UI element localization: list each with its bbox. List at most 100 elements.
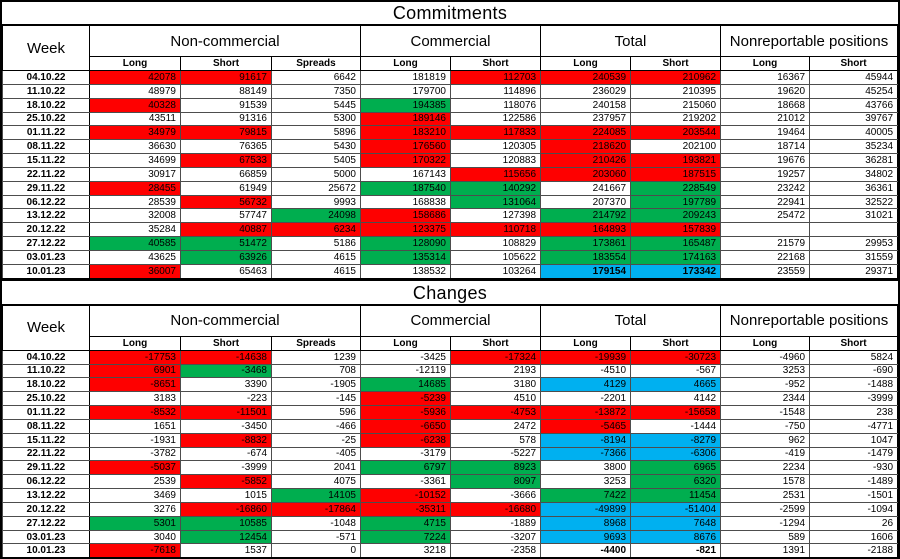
value-cell: 76365: [180, 139, 272, 155]
value-cell: -1905: [271, 377, 361, 393]
value-cell: -3361: [360, 474, 451, 490]
value-cell: -4400: [540, 543, 632, 559]
value-cell: -4510: [540, 363, 632, 379]
group-header: Total: [540, 304, 722, 337]
value-cell: 24098: [271, 208, 361, 224]
value-cell: -17324: [449, 349, 542, 365]
value-cell: 183554: [540, 249, 632, 265]
value-cell: -3999: [809, 391, 899, 407]
table-row: 20.12.22 3276 -16860 -17864 -35311 -16680 -498…: [2, 501, 899, 517]
value-cell: -17864: [271, 501, 361, 517]
value-cell: 36361: [809, 180, 899, 196]
table-row: 08.11.22 36630 76365 5430 176560 120305 218620…: [2, 139, 899, 155]
value-cell: 22168: [720, 249, 811, 265]
value-cell: -1444: [630, 418, 722, 434]
value-cell: 241667: [540, 180, 632, 196]
table-row: 29.11.22 -5037 -3999 2041 6797 8923 3800 6965 22…: [2, 460, 899, 476]
week-cell: 27.12.22: [2, 515, 90, 531]
value-cell: -1048: [271, 515, 361, 531]
value-cell: 164893: [540, 222, 632, 238]
week-cell: 13.12.22: [2, 488, 90, 503]
group-header: Nonreportable positions: [720, 304, 899, 337]
value-cell: -14638: [180, 349, 272, 365]
column-header: Short: [630, 335, 722, 351]
value-cell: 3469: [89, 488, 181, 503]
week-cell: 10.01.23: [2, 543, 90, 559]
value-cell: 224085: [540, 125, 632, 141]
value-cell: 168838: [360, 194, 451, 210]
week-cell: 25.10.22: [2, 391, 90, 407]
group-header: Commercial: [359, 25, 542, 57]
value-cell: 36630: [89, 139, 181, 155]
column-header: Long: [720, 56, 811, 71]
value-cell: 219202: [630, 111, 722, 127]
group-header: Nonreportable positions: [720, 25, 899, 57]
value-cell: 25672: [271, 180, 361, 196]
value-cell: -3450: [180, 418, 272, 434]
value-cell: 5300: [271, 111, 361, 127]
value-cell: -145: [271, 391, 361, 407]
week-cell: 03.01.23: [2, 249, 90, 265]
value-cell: 5896: [271, 125, 361, 141]
column-header: Long: [720, 335, 811, 351]
value-cell: 215060: [630, 97, 722, 113]
value-cell: 3183: [89, 391, 181, 407]
value-cell: 138532: [360, 263, 451, 279]
value-cell: -419: [720, 446, 811, 462]
value-cell: -10152: [360, 488, 451, 503]
value-cell: 6320: [630, 474, 722, 490]
value-cell: -1479: [809, 446, 899, 462]
value-cell: 203060: [540, 166, 632, 182]
value-cell: 128090: [360, 236, 451, 251]
value-cell: 115656: [449, 166, 542, 182]
value-cell: -3179: [360, 446, 451, 462]
value-cell: -17753: [89, 349, 181, 365]
table-row: 04.10.22 42078 91617 6642 181819 112703 240539…: [2, 70, 899, 85]
value-cell: 19257: [720, 166, 811, 182]
value-cell: 40005: [809, 125, 899, 141]
column-header: Long: [89, 56, 181, 71]
value-cell: 3180: [449, 377, 542, 393]
value-cell: -930: [809, 460, 899, 476]
value-cell: 63926: [180, 249, 272, 265]
value-cell: 105622: [449, 249, 542, 265]
value-cell: 45944: [809, 70, 899, 85]
week-cell: 25.10.22: [2, 111, 90, 127]
value-cell: 6901: [89, 363, 181, 379]
value-cell: 32522: [809, 194, 899, 210]
value-cell: 187540: [360, 180, 451, 196]
value-cell: 43511: [89, 111, 181, 127]
week-cell: 15.11.22: [2, 153, 90, 168]
commitments-table: Week Non-commercial Commercial Total Nonrepo…: [2, 25, 899, 279]
value-cell: 210962: [630, 70, 722, 85]
value-cell: -6306: [630, 446, 722, 462]
value-cell: 117833: [449, 125, 542, 141]
value-cell: 120883: [449, 153, 542, 168]
value-cell: 6234: [271, 222, 361, 238]
value-cell: -7618: [89, 543, 181, 559]
table-row: 22.11.22 30917 66859 5000 167143 115656 203060…: [2, 166, 899, 182]
value-cell: 34699: [89, 153, 181, 168]
value-cell: -1889: [449, 515, 542, 531]
week-cell: 01.11.22: [2, 405, 90, 420]
value-cell: -8832: [180, 432, 272, 448]
value-cell: 79815: [180, 125, 272, 141]
column-header: Long: [89, 335, 181, 351]
value-cell: 157839: [630, 222, 722, 238]
week-cell: 06.12.22: [2, 474, 90, 490]
value-cell: 131064: [449, 194, 542, 210]
value-cell: -223: [180, 391, 272, 407]
value-cell: 4142: [630, 391, 722, 407]
value-cell: 174163: [630, 249, 722, 265]
value-cell: [809, 222, 899, 238]
value-cell: 5430: [271, 139, 361, 155]
value-cell: -8651: [89, 377, 181, 393]
week-cell: 22.11.22: [2, 166, 90, 182]
value-cell: 57747: [180, 208, 272, 224]
value-cell: 36281: [809, 153, 899, 168]
value-cell: 1651: [89, 418, 181, 434]
value-cell: -8532: [89, 405, 181, 420]
value-cell: -13872: [540, 405, 632, 420]
value-cell: -7366: [540, 446, 632, 462]
column-header: Short: [449, 56, 542, 71]
